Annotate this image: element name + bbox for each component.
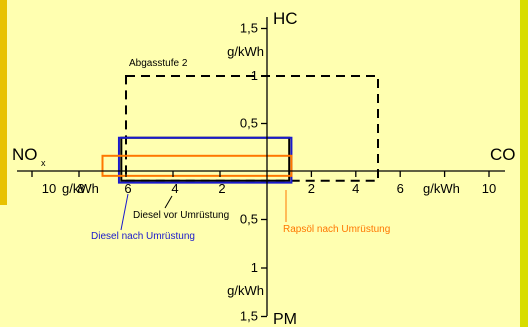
nox-axis-label-subscript: x: [41, 158, 46, 168]
left-edge-strip: [0, 0, 7, 205]
diesel-vor-label: Diesel vor Umrüstung: [133, 210, 229, 221]
diesel-nach-label: Diesel nach Umrüstung: [91, 231, 195, 242]
pm-tick-label: 1,5: [240, 309, 258, 324]
co-tick-label: 2: [308, 181, 315, 196]
co-axis-label: CO: [490, 145, 516, 164]
nox-tick-label: 2: [218, 181, 225, 196]
hc-tick-label: 1,5: [240, 21, 258, 36]
rapsoel-nach-box: [101, 154, 293, 177]
nox-unit-label: g/kWh: [62, 181, 99, 196]
pm-unit-label: g/kWh: [227, 283, 264, 298]
nox-tick-label: 4: [171, 181, 178, 196]
hc-tick-label: 1: [251, 68, 258, 83]
diesel-nach-leader: [120, 193, 129, 231]
co-tick-label: 4: [352, 181, 359, 196]
diesel-vor-box: [120, 136, 291, 182]
nox-tick-label: 6: [124, 181, 131, 196]
pm-axis-label: PM: [273, 311, 297, 327]
hc-axis-label: HC: [273, 9, 298, 28]
nox-axis-label: NO: [12, 145, 38, 164]
co-tick-label: 6: [397, 181, 404, 196]
hc-unit-label: g/kWh: [227, 44, 264, 59]
co-unit-label: g/kWh: [423, 181, 460, 196]
co-tick-label: 10: [482, 181, 496, 196]
hc-tick-label: 0,5: [240, 116, 258, 131]
pm-tick-label: 0,5: [240, 212, 258, 227]
abgasstufe-2-label: Abgasstufe 2: [129, 58, 188, 69]
nox-tick-label: 10: [42, 181, 56, 196]
pm-tick-label: 1: [251, 260, 258, 275]
right-edge-strip: [520, 0, 528, 327]
rapsoel-nach-label: Rapsöl nach Umrüstung: [283, 224, 390, 235]
nox-tick-label: 8: [77, 181, 84, 196]
diesel-vor-leader: [164, 195, 173, 209]
